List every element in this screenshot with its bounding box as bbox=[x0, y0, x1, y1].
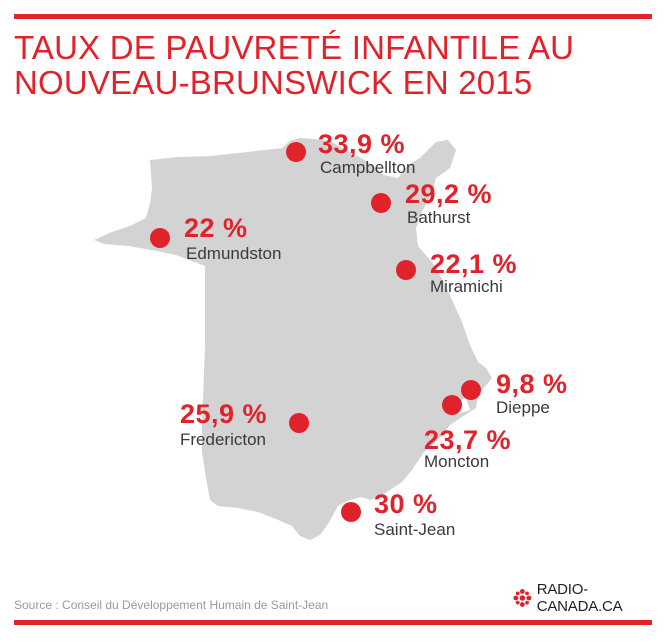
city-name-saint-jean: Saint-Jean bbox=[374, 520, 456, 539]
city-dot-bathurst bbox=[371, 193, 391, 213]
city-dot-saint-jean bbox=[341, 502, 361, 522]
city-value-bathurst: 29,2 % bbox=[405, 179, 493, 209]
cbc-gem-icon bbox=[513, 589, 532, 607]
city-value-miramichi: 22,1 % bbox=[430, 249, 518, 279]
city-dot-miramichi bbox=[396, 260, 416, 280]
city-value-campbellton: 33,9 % bbox=[318, 129, 406, 159]
new-brunswick-shape bbox=[94, 138, 492, 540]
city-name-campbellton: Campbellton bbox=[320, 158, 416, 177]
source-note: Source : Conseil du Développement Humain… bbox=[14, 598, 329, 612]
city-value-fredericton: 25,9 % bbox=[180, 399, 268, 429]
title-line-1: TAUX DE PAUVRETÉ INFANTILE AU bbox=[14, 29, 575, 66]
city-dot-edmundston bbox=[150, 228, 170, 248]
city-dot-dieppe bbox=[461, 380, 481, 400]
page-title: TAUX DE PAUVRETÉ INFANTILE AU NOUVEAU-BR… bbox=[14, 30, 634, 100]
logo: RADIO-CANADA.CA bbox=[513, 581, 665, 615]
city-name-fredericton: Fredericton bbox=[180, 430, 266, 449]
city-name-edmundston: Edmundston bbox=[186, 244, 282, 263]
city-dot-campbellton bbox=[286, 142, 306, 162]
city-value-moncton: 23,7 % bbox=[424, 425, 512, 455]
logo-text: RADIO-CANADA.CA bbox=[536, 581, 623, 615]
title-line-2: NOUVEAU-BRUNSWICK EN 2015 bbox=[14, 64, 533, 101]
city-value-saint-jean: 30 % bbox=[374, 489, 438, 519]
city-name-bathurst: Bathurst bbox=[407, 208, 471, 227]
top-rule bbox=[14, 14, 652, 19]
city-name-dieppe: Dieppe bbox=[496, 398, 550, 417]
city-value-dieppe: 9,8 % bbox=[496, 369, 568, 399]
city-name-moncton: Moncton bbox=[424, 452, 490, 471]
city-value-edmundston: 22 % bbox=[184, 213, 248, 243]
city-dot-fredericton bbox=[289, 413, 309, 433]
bottom-rule bbox=[14, 620, 652, 625]
city-name-miramichi: Miramichi bbox=[430, 277, 503, 296]
city-dot-moncton bbox=[442, 395, 462, 415]
